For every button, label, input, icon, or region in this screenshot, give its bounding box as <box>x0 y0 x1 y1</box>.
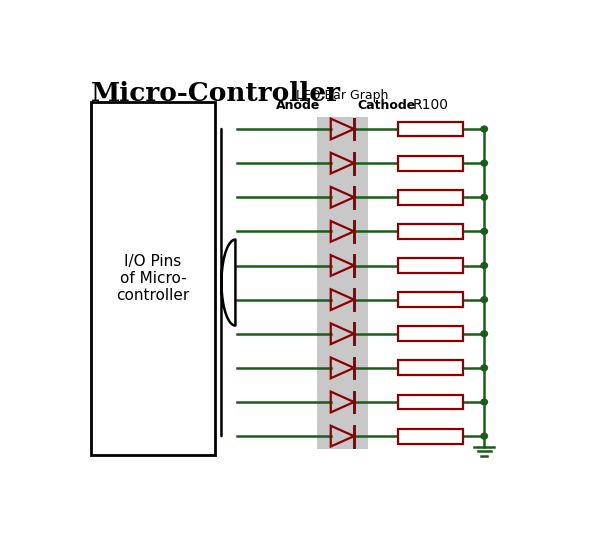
Bar <box>398 224 463 239</box>
Circle shape <box>481 126 487 132</box>
Circle shape <box>481 195 487 200</box>
Bar <box>91 102 215 455</box>
Bar <box>398 326 463 341</box>
Text: Anode: Anode <box>276 99 320 113</box>
Bar <box>398 361 463 375</box>
Bar <box>398 258 463 273</box>
Bar <box>398 429 463 444</box>
Circle shape <box>481 331 487 337</box>
Text: LED Bar Graph: LED Bar Graph <box>296 89 389 102</box>
Text: R100: R100 <box>413 99 449 113</box>
Text: Cathode: Cathode <box>358 99 416 113</box>
Circle shape <box>481 160 487 166</box>
Text: I/O Pins
of Micro-
controller: I/O Pins of Micro- controller <box>116 253 190 303</box>
Circle shape <box>481 365 487 371</box>
Bar <box>398 190 463 205</box>
Circle shape <box>481 229 487 234</box>
Circle shape <box>481 262 487 268</box>
Text: Micro-Controller: Micro-Controller <box>91 81 341 106</box>
Bar <box>398 292 463 307</box>
Bar <box>317 116 368 448</box>
Bar <box>398 121 463 136</box>
Bar <box>398 395 463 410</box>
Bar <box>398 156 463 171</box>
Circle shape <box>481 297 487 302</box>
Circle shape <box>481 433 487 439</box>
Circle shape <box>481 399 487 405</box>
